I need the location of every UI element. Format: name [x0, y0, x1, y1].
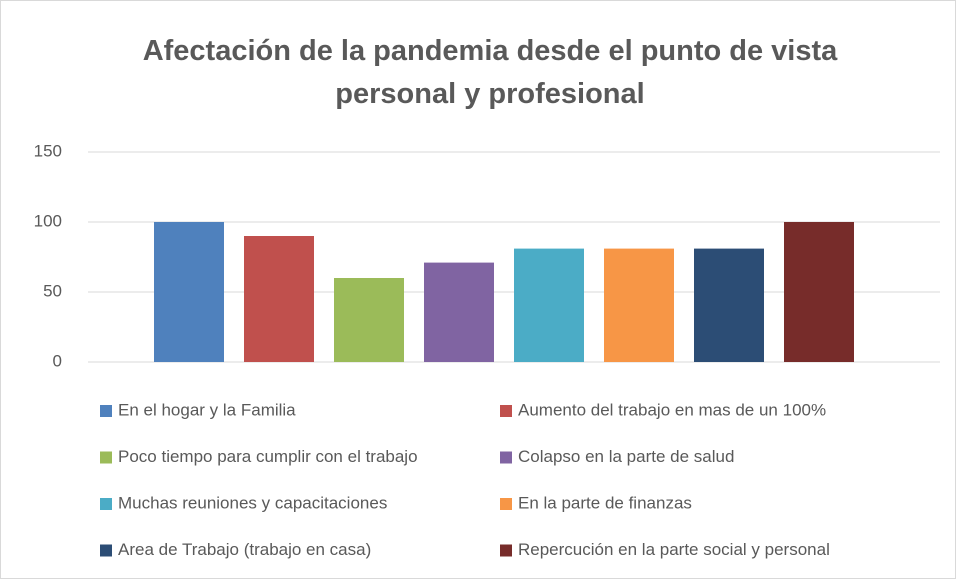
y-tick-label: 50	[43, 281, 62, 300]
legend-label: Aumento del trabajo en mas de un 100%	[518, 400, 826, 419]
y-tick-label: 0	[53, 351, 62, 370]
legend-swatch	[500, 451, 512, 464]
legend-label: Colapso en la parte de salud	[518, 447, 734, 466]
legend-label: Poco tiempo para cumplir con el trabajo	[118, 447, 418, 466]
legend-swatch	[100, 498, 112, 510]
legend-label: En la parte de finanzas	[518, 493, 692, 512]
bar	[244, 236, 314, 362]
legend-swatch	[500, 498, 512, 510]
legend-label: Area de Trabajo (trabajo en casa)	[118, 540, 371, 559]
bar	[784, 222, 854, 362]
legend-swatch	[100, 405, 112, 417]
bar	[604, 248, 674, 362]
legend-swatch	[100, 451, 112, 464]
y-tick-label: 150	[34, 141, 62, 160]
legend-label: En el hogar y la Familia	[118, 400, 296, 419]
bar	[514, 248, 584, 362]
legend-swatch	[500, 405, 512, 417]
chart-title: Afectación de la pandemia desde el punto…	[142, 35, 838, 110]
bar	[154, 222, 224, 362]
legend-label: Muchas reuniones y capacitaciones	[118, 493, 387, 512]
bar	[694, 248, 764, 362]
legend-label: Repercución en la parte social y persona…	[518, 540, 830, 559]
y-tick-label: 100	[34, 211, 62, 230]
legend-swatch	[500, 544, 512, 557]
legend-swatch	[100, 544, 112, 557]
bar	[334, 278, 404, 362]
bar	[424, 262, 494, 362]
